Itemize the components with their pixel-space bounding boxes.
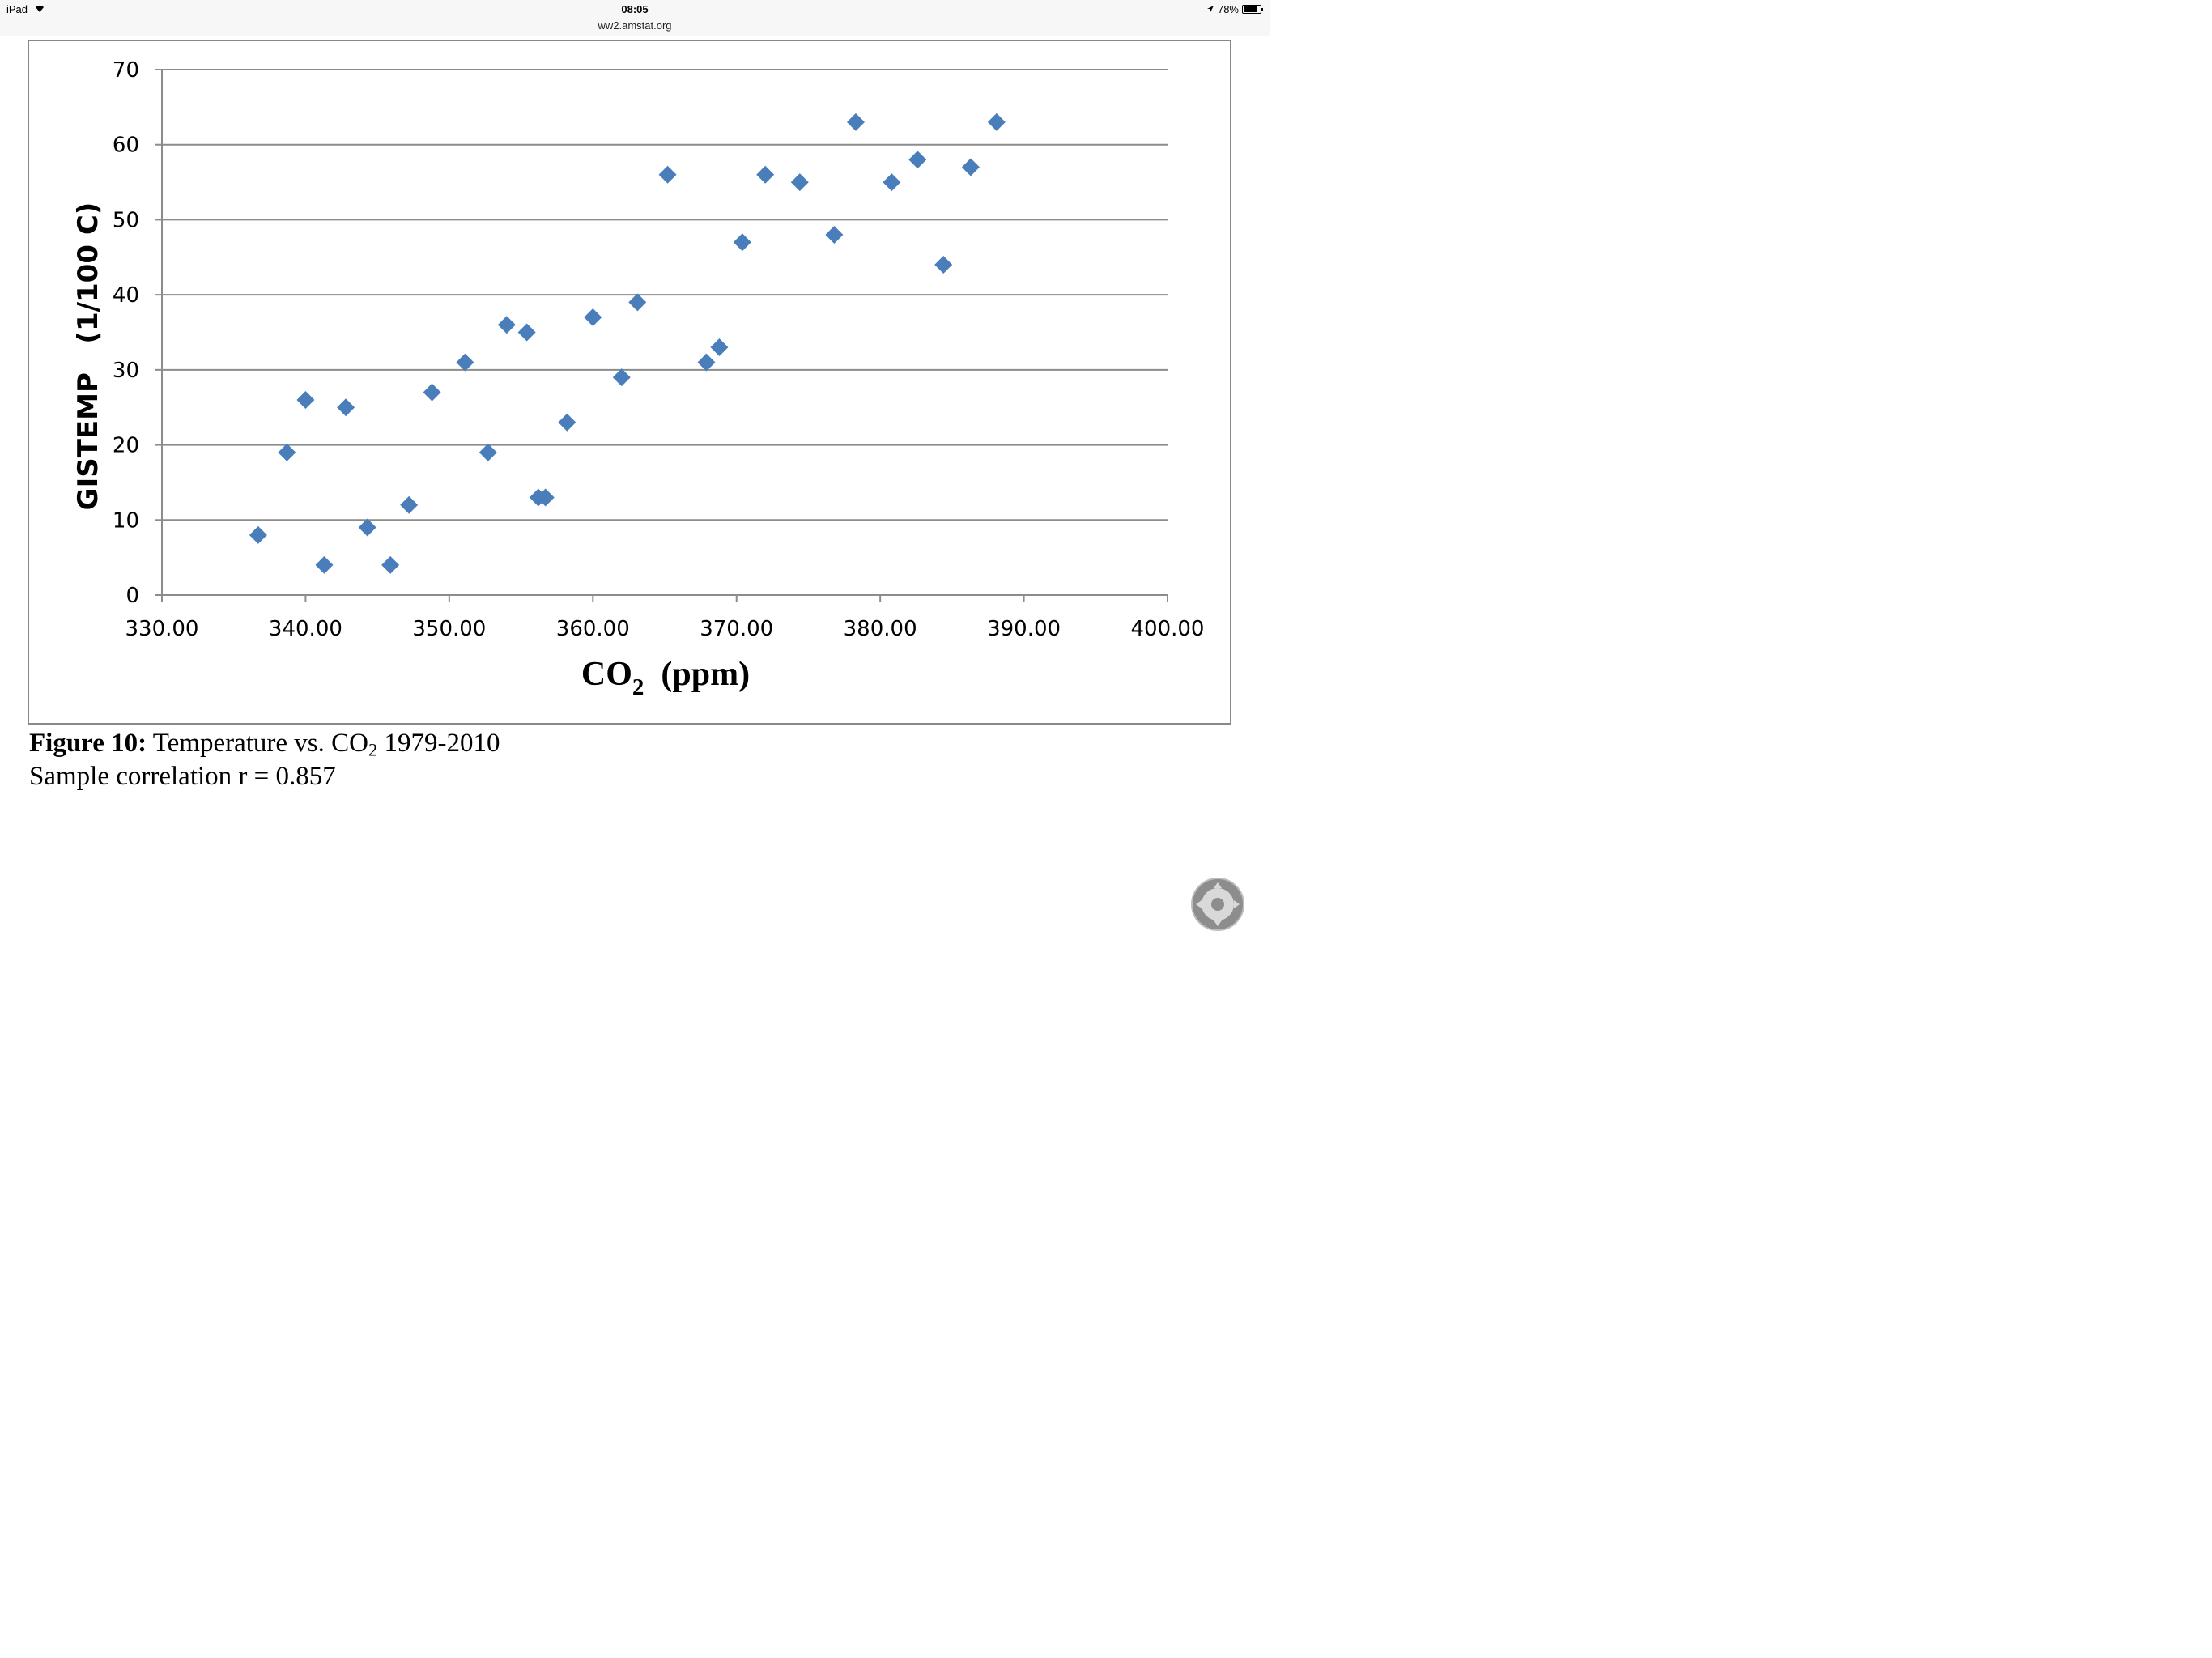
battery-level-fill	[1244, 6, 1257, 12]
data-point	[497, 316, 516, 334]
x-tick-label: 360.00	[556, 617, 630, 641]
status-bar: iPad 08:05 ww2.amstat.org 78%	[0, 0, 1270, 36]
data-point	[790, 173, 809, 192]
data-point	[825, 225, 844, 244]
x-axis-title-subscript: 2	[632, 674, 644, 700]
chart-frame: 0 10 20 30 40 50 60 70 330.00 340.00 350.00 360.00 3…	[28, 40, 1231, 725]
data-point	[315, 555, 334, 574]
x-axis-title: CO2 (ppm)	[581, 656, 750, 700]
battery-percent: 78%	[1217, 3, 1239, 15]
data-point	[934, 256, 953, 274]
dpad-icon	[1196, 882, 1240, 926]
y-tick-label: 0	[125, 584, 139, 608]
y-tick-label: 20	[113, 434, 139, 458]
data-point	[278, 443, 296, 461]
data-point	[756, 165, 775, 184]
gridlines	[162, 69, 1168, 521]
data-point	[536, 488, 555, 507]
data-point	[584, 308, 602, 326]
y-tick-label: 50	[113, 208, 139, 232]
data-point	[710, 338, 729, 357]
y-tick-label: 40	[113, 283, 139, 308]
y-tick-label: 10	[113, 508, 139, 533]
figure-caption: Figure 10: Temperature vs. CO2 1979-2010	[29, 729, 500, 759]
data-point	[400, 495, 419, 514]
data-point	[479, 443, 497, 461]
axes	[155, 69, 1168, 602]
figure-label: Figure 10:	[29, 729, 147, 758]
caption-title-prefix: Temperature vs. CO	[147, 729, 368, 758]
data-point	[908, 151, 927, 169]
x-tick-label: 350.00	[412, 617, 486, 641]
caption-title-suffix: 1979-2010	[377, 729, 500, 758]
wifi-icon	[34, 3, 45, 15]
y-tick-label: 70	[113, 58, 139, 83]
data-point	[628, 293, 647, 312]
data-point	[733, 233, 751, 252]
data-point	[249, 525, 267, 544]
data-point	[558, 413, 576, 432]
data-point	[987, 113, 1006, 131]
data-point	[381, 555, 400, 574]
data-point	[961, 158, 980, 176]
status-right: 78%	[1206, 3, 1263, 15]
data-point	[697, 353, 716, 372]
y-tick-label: 60	[113, 134, 139, 158]
y-tick-label: 30	[113, 359, 139, 383]
caption-title-subscript: 2	[368, 739, 378, 760]
data-point	[658, 165, 677, 184]
x-tick-label: 400.00	[1131, 617, 1205, 641]
x-tick-label: 330.00	[125, 617, 199, 641]
data-point	[296, 390, 315, 409]
y-axis-title: GISTEMP (1/100 C)	[72, 202, 104, 511]
battery-icon	[1242, 5, 1263, 14]
data-points	[249, 113, 1006, 574]
x-tick-label: 370.00	[700, 617, 773, 641]
caption-correlation: Sample correlation r = 0.857	[29, 762, 336, 791]
data-point	[883, 173, 901, 192]
assistive-touch-button[interactable]	[1191, 878, 1244, 931]
data-point	[337, 398, 355, 417]
x-tick-label: 390.00	[987, 617, 1061, 641]
scatter-chart: 0 10 20 30 40 50 60 70 330.00 340.00 350.00 360.00 3…	[72, 58, 1205, 700]
x-tick-label: 380.00	[844, 617, 917, 641]
page-url[interactable]: ww2.amstat.org	[598, 19, 672, 32]
tick-labels: 0 10 20 30 40 50 60 70 330.00 340.00 350.00 360.00 3…	[113, 58, 1205, 641]
data-point	[358, 518, 376, 537]
data-point	[456, 353, 474, 372]
data-point	[423, 383, 441, 402]
x-axis-title-unit: (ppm)	[661, 656, 750, 693]
location-arrow-icon	[1206, 3, 1214, 15]
x-axis-title-main: CO	[581, 656, 632, 693]
data-point	[517, 323, 536, 342]
x-tick-label: 340.00	[269, 617, 342, 641]
data-point	[846, 113, 865, 131]
clock: 08:05	[621, 3, 649, 15]
data-point	[612, 368, 631, 387]
device-name: iPad	[6, 3, 28, 15]
